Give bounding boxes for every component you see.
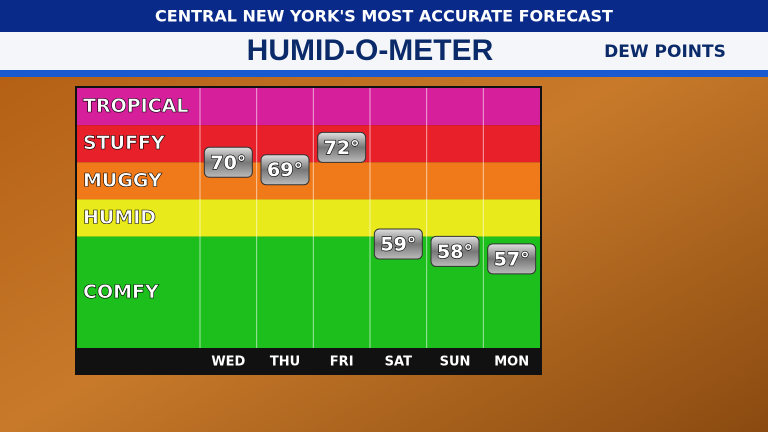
title: HUMID-O-METER <box>247 34 494 67</box>
dew-label: 69° <box>267 159 303 181</box>
banner-text: CENTRAL NEW YORK'S MOST ACCURATE FORECAS… <box>155 7 613 26</box>
band-label: TROPICAL <box>83 95 189 117</box>
day-label: SAT <box>385 355 412 370</box>
band-label: HUMID <box>83 207 156 229</box>
banner-bar <box>0 0 768 32</box>
stripe <box>0 70 768 77</box>
band <box>77 125 540 163</box>
dew-chip <box>487 243 537 275</box>
band-label: STUFFY <box>83 132 165 154</box>
dew-label: 57° <box>494 248 530 270</box>
dew-chip <box>203 146 253 178</box>
dew-chip <box>373 228 423 260</box>
dew-chip <box>430 235 480 267</box>
day-label: THU <box>270 355 300 370</box>
day-label: WED <box>211 355 245 370</box>
day-label: MON <box>494 355 529 370</box>
band <box>77 199 540 237</box>
dew-chip <box>260 154 310 186</box>
dew-chip <box>317 131 367 163</box>
dew-label: 59° <box>380 234 416 256</box>
dew-label: 70° <box>210 152 246 174</box>
day-label: SUN <box>440 355 471 370</box>
day-label: FRI <box>330 355 354 370</box>
title-bar <box>0 32 768 70</box>
band-label: MUGGY <box>83 169 162 191</box>
dew-label: 58° <box>437 241 473 263</box>
band-label: COMFY <box>83 281 159 303</box>
dew-label: 72° <box>324 137 360 159</box>
subtitle: DEW POINTS <box>604 42 726 62</box>
band <box>77 88 540 126</box>
